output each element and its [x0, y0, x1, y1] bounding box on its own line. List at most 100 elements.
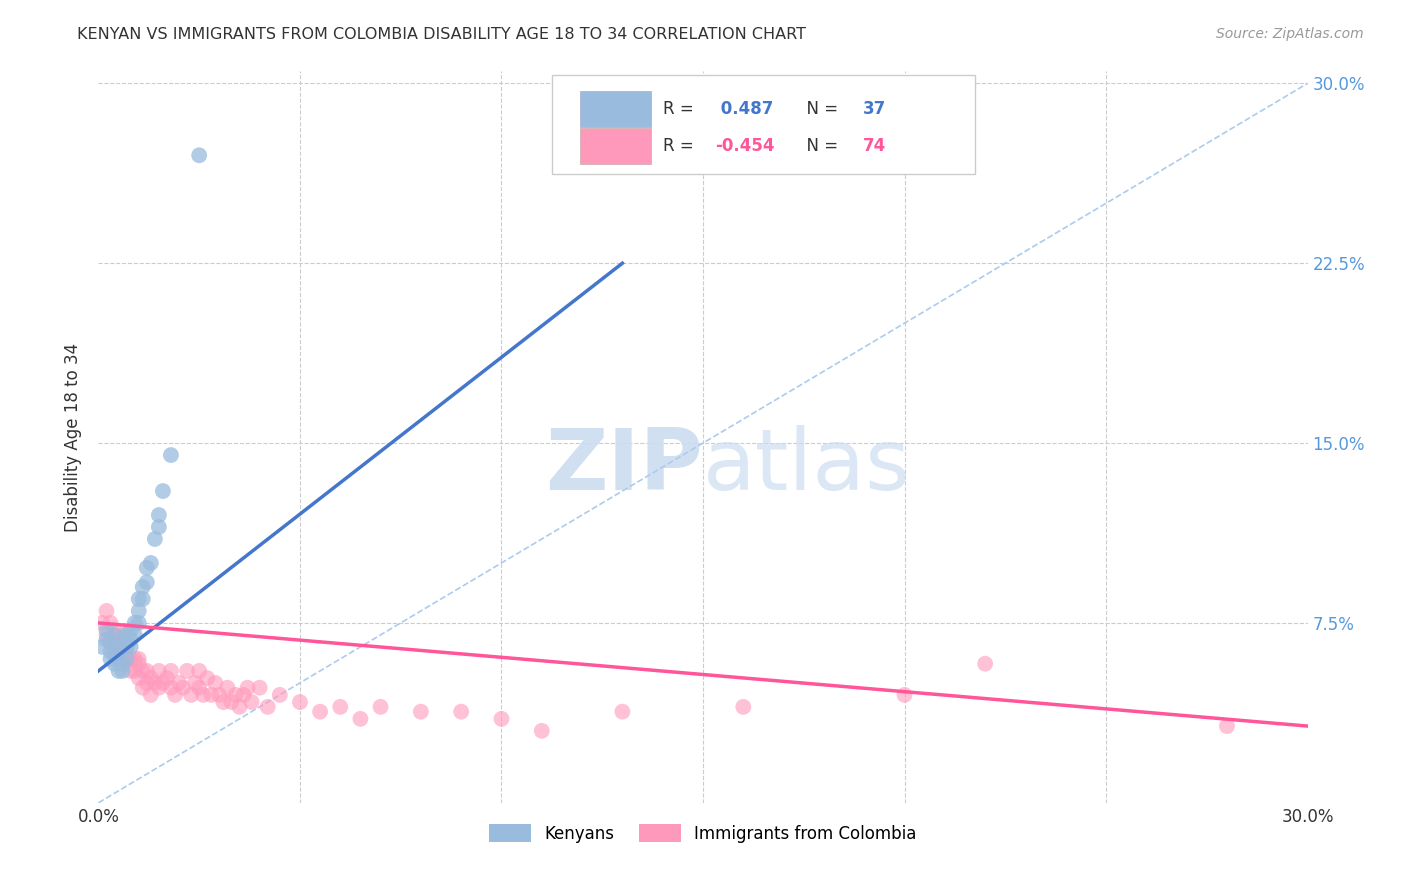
Point: [128, 591, 150, 606]
Point: [107, 640, 129, 654]
Point: [152, 676, 174, 690]
Point: [217, 681, 239, 695]
Point: [240, 695, 263, 709]
Point: [128, 671, 150, 685]
Point: [1216, 719, 1239, 733]
Point: [152, 483, 174, 498]
Point: [100, 635, 122, 649]
Point: [156, 671, 179, 685]
Point: [111, 664, 134, 678]
Point: [100, 615, 122, 630]
Point: [107, 640, 129, 654]
Point: [135, 676, 157, 690]
Point: [111, 657, 134, 671]
Point: [91, 640, 114, 654]
Point: [103, 628, 125, 642]
Point: [135, 664, 157, 678]
Point: [111, 657, 134, 671]
FancyBboxPatch shape: [579, 128, 651, 164]
Point: [188, 664, 211, 678]
Point: [148, 520, 170, 534]
Point: [148, 664, 170, 678]
Point: [148, 508, 170, 522]
Point: [132, 681, 155, 695]
Point: [132, 580, 155, 594]
Point: [103, 628, 125, 642]
Point: [188, 681, 211, 695]
Point: [148, 681, 170, 695]
FancyBboxPatch shape: [551, 75, 976, 174]
Point: [128, 652, 150, 666]
Point: [128, 604, 150, 618]
Point: [139, 556, 162, 570]
Point: [329, 699, 352, 714]
Point: [256, 699, 278, 714]
Point: [100, 645, 122, 659]
Point: [115, 640, 138, 654]
Point: [139, 688, 162, 702]
Point: [193, 688, 215, 702]
Point: [120, 652, 142, 666]
Point: [120, 623, 142, 637]
Point: [96, 632, 118, 647]
Text: N =: N =: [796, 100, 844, 119]
Point: [180, 688, 202, 702]
Point: [450, 705, 472, 719]
Text: R =: R =: [664, 137, 699, 155]
Point: [288, 695, 311, 709]
Point: [103, 640, 125, 654]
Point: [107, 632, 129, 647]
Point: [103, 647, 125, 661]
Point: [228, 699, 250, 714]
Point: [370, 699, 392, 714]
Point: [132, 664, 155, 678]
Point: [974, 657, 997, 671]
Text: 37: 37: [863, 100, 886, 119]
Point: [96, 604, 118, 618]
Point: [172, 681, 194, 695]
Point: [132, 591, 155, 606]
Point: [111, 647, 134, 661]
Point: [349, 712, 371, 726]
Point: [176, 664, 198, 678]
Point: [733, 699, 755, 714]
Text: R =: R =: [664, 100, 699, 119]
Point: [893, 688, 915, 702]
Point: [232, 688, 254, 702]
Point: [115, 652, 138, 666]
Point: [195, 671, 218, 685]
Point: [120, 632, 142, 647]
Text: N =: N =: [796, 137, 844, 155]
Point: [204, 676, 226, 690]
Point: [135, 575, 157, 590]
Point: [107, 664, 129, 678]
Point: [124, 652, 146, 666]
FancyBboxPatch shape: [579, 91, 651, 128]
Point: [124, 615, 146, 630]
Point: [115, 628, 138, 642]
Point: [100, 652, 122, 666]
Point: [124, 664, 146, 678]
Y-axis label: Disability Age 18 to 34: Disability Age 18 to 34: [65, 343, 83, 532]
Point: [409, 705, 432, 719]
Point: [208, 688, 231, 702]
Point: [91, 615, 114, 630]
Point: [167, 676, 190, 690]
Point: [309, 705, 332, 719]
Text: 74: 74: [863, 137, 886, 155]
Text: 0.487: 0.487: [716, 100, 773, 119]
Text: -0.454: -0.454: [716, 137, 775, 155]
Point: [160, 448, 183, 462]
Point: [163, 688, 186, 702]
Point: [139, 671, 162, 685]
Legend: Kenyans, Immigrants from Colombia: Kenyans, Immigrants from Colombia: [482, 818, 924, 849]
Point: [135, 561, 157, 575]
Point: [184, 676, 207, 690]
Point: [111, 628, 134, 642]
Point: [111, 632, 134, 647]
Point: [120, 664, 142, 678]
Point: [236, 681, 259, 695]
Point: [103, 657, 125, 671]
Point: [107, 652, 129, 666]
Point: [200, 688, 222, 702]
